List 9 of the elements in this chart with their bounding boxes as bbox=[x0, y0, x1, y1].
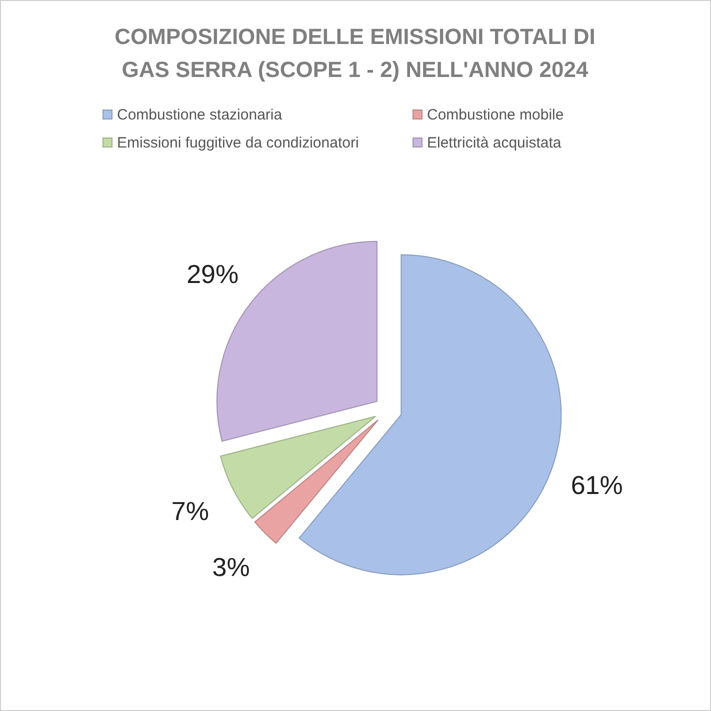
data-label: 29% bbox=[186, 258, 239, 289]
legend-label: Combustione mobile bbox=[427, 106, 564, 124]
legend-label: Elettricità acquistata bbox=[427, 134, 562, 152]
data-label: 7% bbox=[171, 496, 209, 526]
legend-label: Combustione stazionaria bbox=[117, 106, 283, 124]
data-label: 3% bbox=[212, 552, 250, 582]
legend-label: Emissioni fuggitive da condizionatori bbox=[117, 134, 359, 152]
data-label: 61% bbox=[570, 470, 623, 500]
chart-title: COMPOSIZIONE DELLE EMISSIONI TOTALI DI GAS SERRA (SCOPE 1 - 2) NELL'ANNO 2024 bbox=[114, 24, 596, 82]
